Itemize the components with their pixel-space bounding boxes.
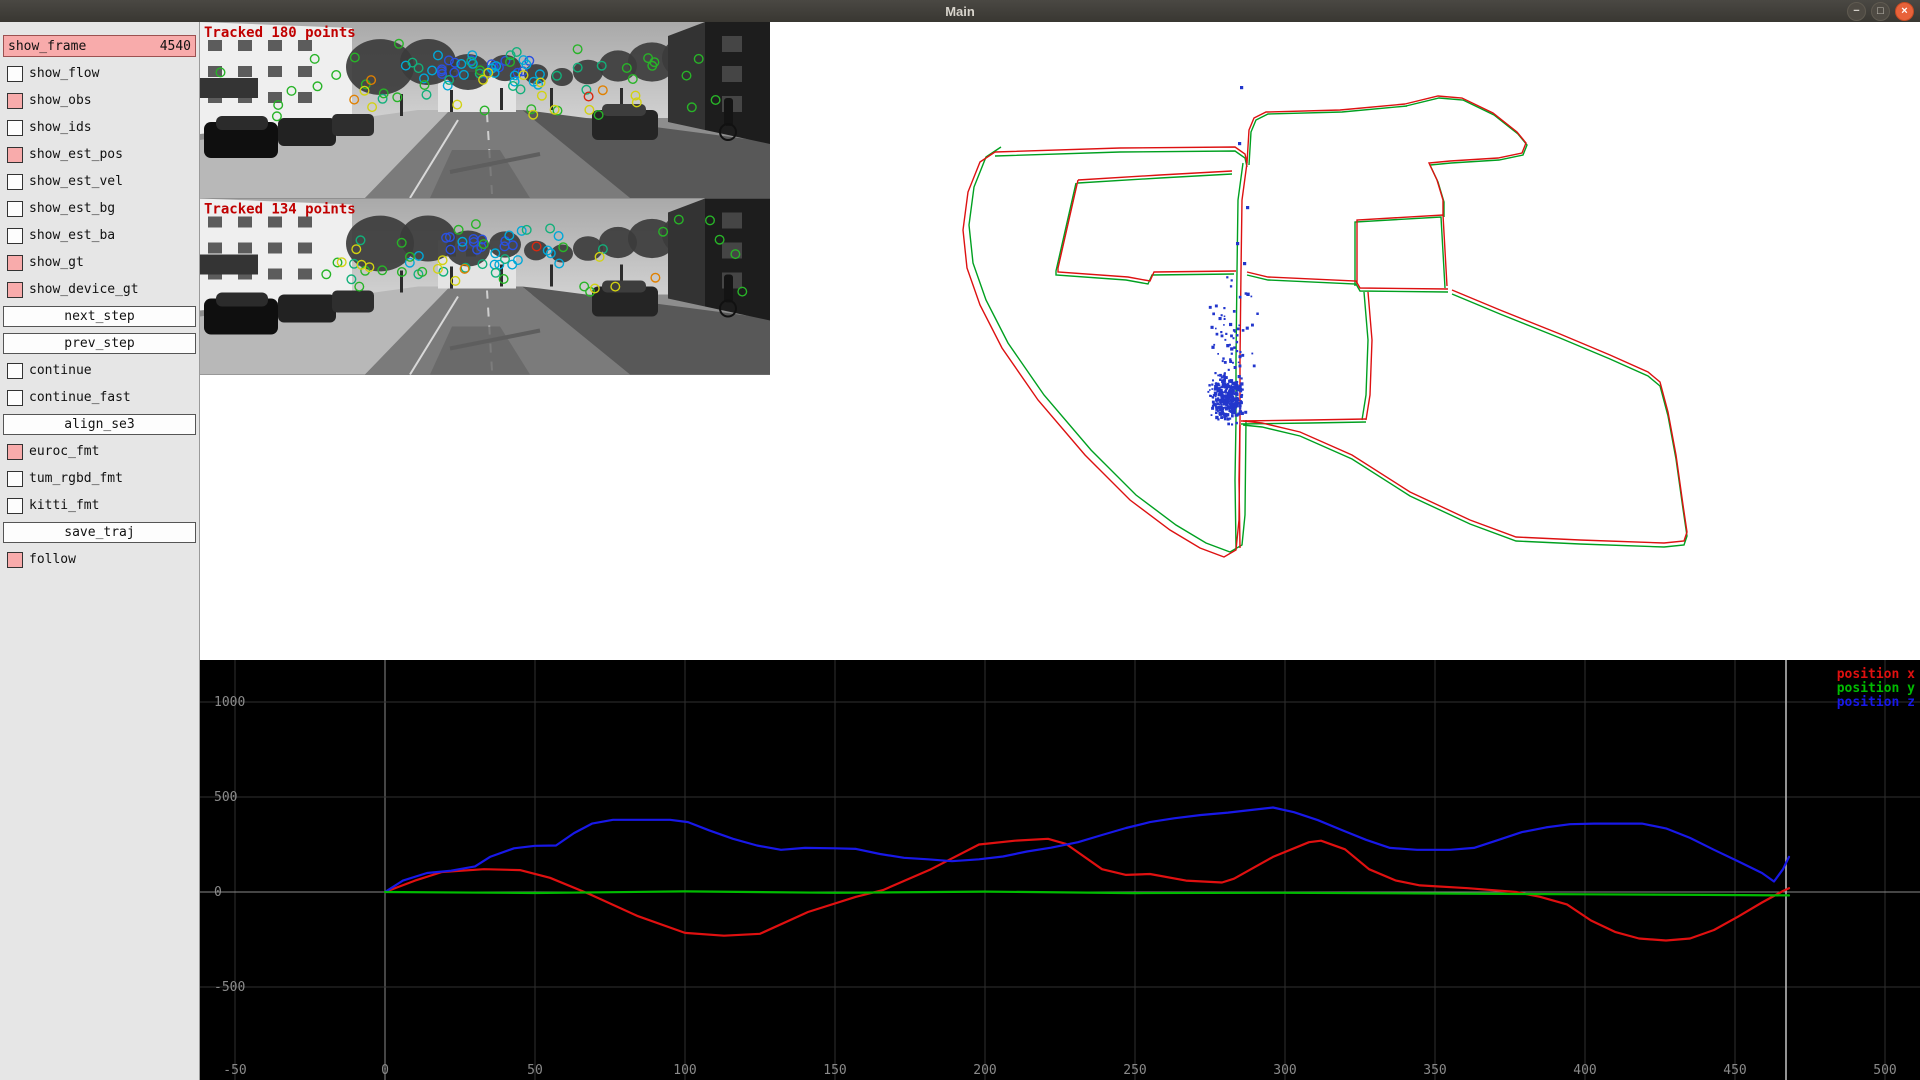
checkbox-label: show_obs: [29, 93, 92, 108]
slider-label: show_frame: [8, 38, 87, 54]
checkbox-label: show_est_bg: [29, 201, 116, 216]
checkbox-label: show_flow: [29, 66, 100, 81]
checkbox-show_est_vel[interactable]: show_est_vel: [3, 171, 196, 192]
x-tick-label: 150: [823, 1063, 846, 1078]
close-button[interactable]: ×: [1895, 2, 1914, 21]
checkbox-show_device_gt[interactable]: show_device_gt: [3, 279, 196, 300]
tracked-points-overlay: Tracked 134 points: [204, 202, 356, 218]
y-tick-label: 0: [214, 885, 222, 900]
checkbox-label: show_est_vel: [29, 174, 123, 189]
title-bar[interactable]: Main − □ ×: [0, 0, 1920, 22]
checkbox-unchecked-box[interactable]: [7, 470, 23, 487]
y-tick-label: 500: [214, 790, 237, 805]
plot-legend: position x position y position z: [1837, 668, 1915, 710]
checkbox-show_est_bg[interactable]: show_est_bg: [3, 198, 196, 219]
checkbox-label: show_est_pos: [29, 147, 123, 162]
checkbox-unchecked-box[interactable]: [7, 362, 23, 379]
checkbox-show_flow[interactable]: show_flow: [3, 63, 196, 84]
series-position-x: [383, 837, 1791, 942]
checkbox-show_obs[interactable]: show_obs: [3, 90, 196, 111]
x-tick-label: 400: [1573, 1063, 1596, 1078]
y-tick-label: 1000: [214, 695, 245, 710]
timeseries-plot-panel[interactable]: -50 0 50 100 150 200 250 300 350 400 450 500 -500 0 50…: [200, 660, 1920, 1080]
checkbox-follow[interactable]: follow: [3, 549, 196, 570]
x-tick-label: 100: [673, 1063, 696, 1078]
checkbox-checked-box[interactable]: [7, 551, 23, 568]
series-position-z: [383, 806, 1791, 894]
checkbox-show_est_pos[interactable]: show_est_pos: [3, 144, 196, 165]
checkbox-label: follow: [29, 552, 76, 567]
checkbox-label: continue_fast: [29, 390, 131, 405]
checkbox-euroc_fmt[interactable]: euroc_fmt: [3, 441, 196, 462]
legend-position-z: position z: [1836, 695, 1915, 710]
camera-view-top[interactable]: Tracked 180 points: [200, 22, 770, 198]
checkbox-show_gt[interactable]: show_gt: [3, 252, 196, 273]
legend-position-x: position x: [1836, 667, 1915, 682]
control-sidebar: show_frame 4540 show_flow show_obs show_ids s…: [0, 22, 200, 1080]
x-tick-label: 350: [1423, 1063, 1446, 1078]
checkbox-unchecked-box[interactable]: [7, 173, 23, 190]
button-prev_step[interactable]: prev_step: [3, 333, 196, 354]
maximize-button[interactable]: □: [1871, 2, 1890, 21]
checkbox-label: kitti_fmt: [29, 498, 100, 513]
landmark-point-cloud: [1207, 86, 1259, 426]
position-timeseries-plot[interactable]: -50 0 50 100 150 200 250 300 350 400 450 500-500050…: [200, 660, 1920, 1080]
checkbox-unchecked-box[interactable]: [7, 497, 23, 514]
trajectory-plot[interactable]: [200, 22, 1920, 660]
x-tick-label: 50: [527, 1063, 543, 1078]
y-tick-label: -500: [214, 980, 245, 995]
checkbox-checked-box[interactable]: [7, 443, 23, 460]
checkbox-continue[interactable]: continue: [3, 360, 196, 381]
x-tick-label: 0: [381, 1063, 389, 1078]
checkbox-checked-box[interactable]: [7, 146, 23, 163]
checkbox-checked-box[interactable]: [7, 281, 23, 298]
checkbox-label: show_device_gt: [29, 282, 139, 297]
checkbox-show_est_ba[interactable]: show_est_ba: [3, 225, 196, 246]
x-tick-label: 200: [973, 1063, 996, 1078]
checkbox-unchecked-box[interactable]: [7, 389, 23, 406]
slider-show_frame[interactable]: show_frame 4540: [3, 35, 196, 57]
button-label: prev_step: [64, 336, 135, 351]
checkbox-checked-box[interactable]: [7, 92, 23, 109]
tracked-points-overlay: Tracked 180 points: [204, 25, 356, 41]
button-label: save_traj: [64, 525, 135, 540]
checkbox-label: euroc_fmt: [29, 444, 100, 459]
checkbox-continue_fast[interactable]: continue_fast: [3, 387, 196, 408]
checkbox-unchecked-box[interactable]: [7, 119, 23, 136]
slider-value: 4540: [159, 38, 191, 54]
feature-point-markers: [321, 214, 748, 297]
window-controls: − □ ×: [1847, 2, 1914, 21]
button-save_traj[interactable]: save_traj: [3, 522, 196, 543]
checkbox-unchecked-box[interactable]: [7, 227, 23, 244]
checkbox-kitti_fmt[interactable]: kitti_fmt: [3, 495, 196, 516]
checkbox-tum_rgbd_fmt[interactable]: tum_rgbd_fmt: [3, 468, 196, 489]
checkbox-label: show_gt: [29, 255, 84, 270]
minimize-button[interactable]: −: [1847, 2, 1866, 21]
checkbox-label: show_ids: [29, 120, 92, 135]
x-tick-label: 250: [1123, 1063, 1146, 1078]
feature-point-markers: [215, 38, 721, 122]
x-tick-label: 500: [1873, 1063, 1896, 1078]
button-next_step[interactable]: next_step: [3, 306, 196, 327]
checkbox-unchecked-box[interactable]: [7, 65, 23, 82]
button-label: align_se3: [64, 417, 135, 432]
checkbox-unchecked-box[interactable]: [7, 200, 23, 217]
legend-position-y: position y: [1836, 681, 1915, 696]
button-label: next_step: [64, 309, 135, 324]
checkbox-checked-box[interactable]: [7, 254, 23, 271]
series-position-y: [383, 890, 1791, 897]
checkbox-label: show_est_ba: [29, 228, 116, 243]
checkbox-show_ids[interactable]: show_ids: [3, 117, 196, 138]
x-tick-label: 300: [1273, 1063, 1296, 1078]
button-align_se3[interactable]: align_se3: [3, 414, 196, 435]
window-title: Main: [945, 3, 975, 19]
checkbox-label: continue: [29, 363, 92, 378]
x-tick-label: 450: [1723, 1063, 1746, 1078]
x-tick-label: -50: [223, 1063, 246, 1078]
checkbox-label: tum_rgbd_fmt: [29, 471, 123, 486]
camera-view-bottom[interactable]: Tracked 134 points: [200, 198, 770, 375]
